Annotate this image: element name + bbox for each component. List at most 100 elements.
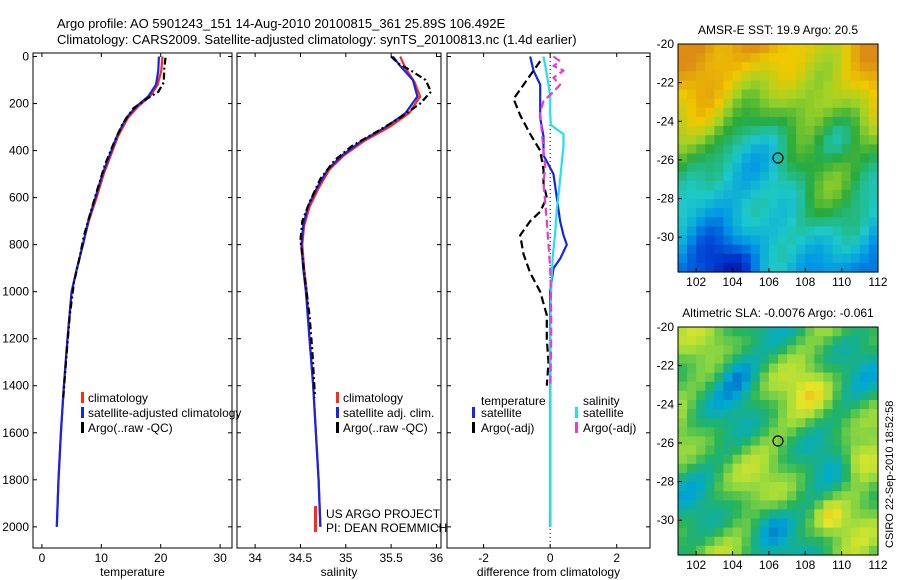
sst-map-cell bbox=[859, 180, 870, 191]
sst-map-cell bbox=[714, 107, 725, 118]
sla-map-cell bbox=[796, 454, 806, 465]
sla-map-cell bbox=[714, 472, 725, 483]
sla-map-cell bbox=[714, 399, 725, 410]
sla-map-cell bbox=[705, 418, 715, 428]
sst-map-cell bbox=[868, 89, 879, 100]
sla-map-cell bbox=[714, 527, 725, 538]
sst-map-cell bbox=[687, 116, 697, 127]
temperature-legend-entry: satellite-adjusted climatology bbox=[88, 406, 241, 420]
sla-map-cell bbox=[868, 472, 879, 483]
sst-map-cell bbox=[714, 62, 725, 72]
sst-map-cell bbox=[823, 107, 834, 118]
sst-map-cell bbox=[868, 153, 879, 164]
sla-map-cell bbox=[678, 518, 688, 529]
sst-map-cell bbox=[732, 98, 743, 109]
sst-map-cell bbox=[723, 126, 734, 136]
sla-map-cell bbox=[796, 445, 806, 456]
sla-map-cell bbox=[841, 445, 852, 456]
sla-map-cell bbox=[678, 545, 688, 556]
sla-map-cell bbox=[678, 454, 688, 465]
sst-map-cell bbox=[714, 162, 725, 173]
sla-map-cell bbox=[687, 491, 697, 501]
sst-map-cell bbox=[759, 244, 770, 255]
sst-map-cell bbox=[796, 80, 806, 91]
sst-map-cell bbox=[714, 135, 725, 145]
sla-map-cell bbox=[850, 409, 861, 419]
sla-map-cell bbox=[723, 436, 734, 447]
sla-lat-tick-label: -24 bbox=[657, 397, 675, 411]
sla-map-cell bbox=[750, 409, 761, 419]
sst-map-cell bbox=[678, 217, 688, 227]
sla-map-cell bbox=[832, 482, 843, 492]
sla-map-cell bbox=[696, 336, 706, 346]
sst-map-cell bbox=[841, 107, 852, 118]
sst-map-cell bbox=[868, 262, 879, 273]
sst-map-cell bbox=[678, 171, 688, 182]
sla-map-cell bbox=[705, 390, 715, 401]
sst-map-cell bbox=[741, 199, 752, 209]
sst-map-cell bbox=[723, 208, 734, 218]
sst-map-cell bbox=[714, 180, 725, 191]
credit-swatch bbox=[314, 506, 317, 532]
sst-map-cell bbox=[759, 208, 770, 218]
sst-map-cell bbox=[696, 235, 706, 246]
sst-map-cell bbox=[714, 253, 725, 264]
sla-map-cell bbox=[868, 372, 879, 383]
sla-map-cell bbox=[814, 381, 825, 392]
sla-map-cell bbox=[741, 509, 752, 520]
sla-map-cell bbox=[687, 445, 697, 456]
sst-map-cell bbox=[778, 107, 788, 118]
sst-map-cell bbox=[859, 208, 870, 218]
sla-map-cell bbox=[687, 482, 697, 492]
sla-map-cell bbox=[850, 336, 861, 346]
sla-map-cell bbox=[787, 436, 797, 447]
salinity-legend-entry: Argo(..raw -QC) bbox=[343, 421, 428, 435]
sst-map-cell bbox=[750, 71, 761, 82]
sst-map-cell bbox=[687, 135, 697, 145]
sla-map-cell bbox=[705, 482, 715, 492]
sst-map-cell bbox=[832, 235, 843, 246]
sst-map-cell bbox=[832, 144, 843, 155]
sla-map-cell bbox=[868, 518, 879, 529]
sla-map-cell bbox=[787, 427, 797, 438]
sla-map-cell bbox=[705, 427, 715, 438]
sst-map-cell bbox=[823, 71, 834, 82]
sst-map-cell bbox=[814, 208, 825, 218]
sla-map-cell bbox=[796, 518, 806, 529]
sst-map-cell bbox=[741, 208, 752, 218]
sst-map-cell bbox=[868, 116, 879, 127]
sla-map-cell bbox=[741, 454, 752, 465]
sst-map-cell bbox=[787, 116, 797, 127]
sla-map-cell bbox=[723, 409, 734, 419]
sst-lon-tick-label: 102 bbox=[686, 275, 706, 289]
sst-map-cell bbox=[732, 189, 743, 200]
sst-map-cell bbox=[696, 126, 706, 136]
sla-map-cell bbox=[850, 445, 861, 456]
sst-map-cell bbox=[741, 180, 752, 191]
sla-map-cell bbox=[841, 536, 852, 547]
sla-map-cell bbox=[868, 354, 879, 365]
sla-map-cell bbox=[741, 436, 752, 447]
sla-map-cell bbox=[723, 336, 734, 346]
sst-map-cell bbox=[859, 53, 870, 63]
sla-map-cell bbox=[696, 354, 706, 365]
sst-map-cell bbox=[687, 244, 697, 255]
sst-map-cell bbox=[732, 107, 743, 118]
sla-map-cell bbox=[732, 545, 743, 556]
sla-map-cell bbox=[723, 509, 734, 520]
sla-map-cell bbox=[805, 418, 815, 428]
sla-lon-tick-label: 104 bbox=[723, 558, 743, 572]
sst-map-cell bbox=[732, 53, 743, 63]
sla-map-cell bbox=[732, 463, 743, 474]
sst-map-cell bbox=[687, 171, 697, 182]
sla-map-cell bbox=[850, 491, 861, 501]
sla-map-cell bbox=[859, 390, 870, 401]
sst-map-cell bbox=[687, 262, 697, 273]
sst-map-cell bbox=[768, 262, 779, 273]
sst-map-cell bbox=[823, 126, 834, 136]
sla-map-cell bbox=[814, 518, 825, 529]
sla-map-cell bbox=[759, 509, 770, 520]
sst-map-cell bbox=[723, 107, 734, 118]
sst-map-cell bbox=[787, 135, 797, 145]
sst-map-cell bbox=[796, 189, 806, 200]
